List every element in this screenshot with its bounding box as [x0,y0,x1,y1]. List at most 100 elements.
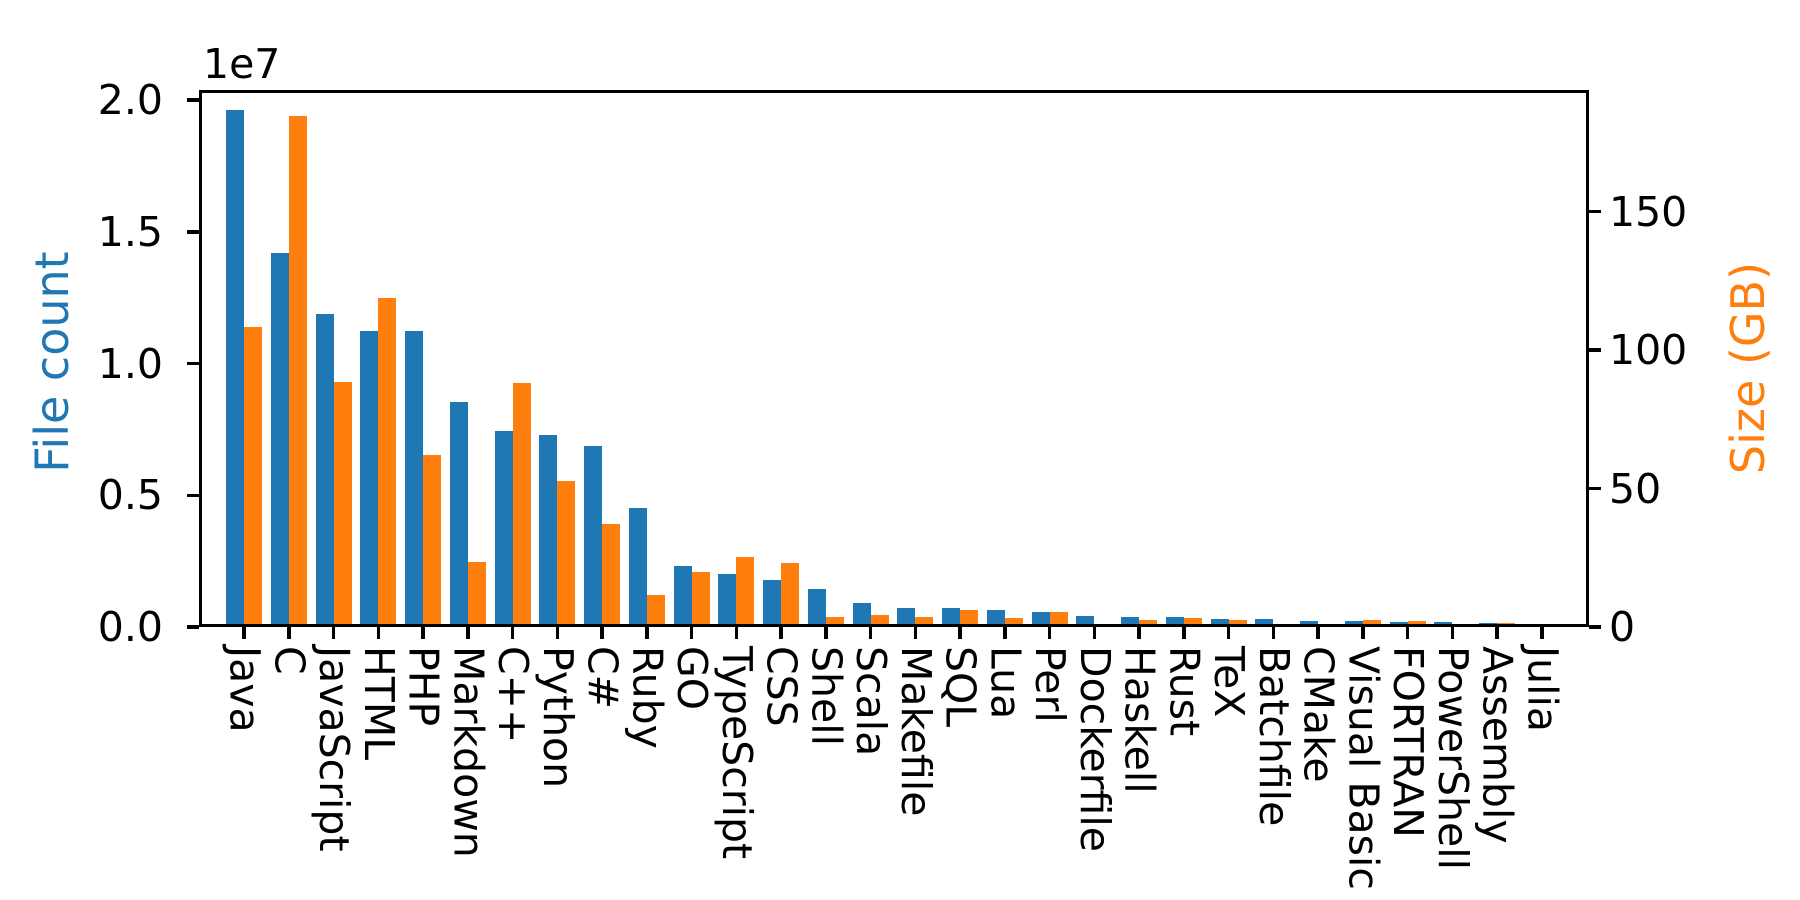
bar-size-gb-perl [1049,612,1068,627]
x-tickmark-html [376,627,380,639]
xtick-label-sql: SQL [936,646,985,728]
bar-file-count-scala [852,603,871,627]
bar-file-count-java [226,110,244,627]
bar-size-gb-visual-basic [1362,620,1381,627]
bar-size-gb-php [423,455,441,627]
bar-size-gb-go [691,572,710,627]
x-tickmark-typescript [734,627,738,639]
ytick-left-label-0: 0.0 [97,603,163,651]
x-tickmark-makefile [913,627,917,639]
xtick-label-tex: TeX [1205,646,1253,718]
ytick-left-mark-0 [187,625,199,629]
ytick-left-label-3: 1.5 [97,207,163,256]
x-tickmark-perl [1047,627,1052,639]
bar-file-count-go [673,565,692,627]
x-tickmark-c [600,627,604,639]
bar-size-gb-css [781,562,799,627]
ytick-right-mark-3 [1589,209,1601,214]
x-tickmark-batchfile [1271,627,1275,639]
ytick-right-label-0: 0 [1609,603,1636,651]
bar-size-gb-makefile [915,617,934,627]
bar-file-count-javascript [315,313,334,627]
bar-file-count-lua [986,610,1005,627]
x-tickmark-go [689,627,694,639]
bar-size-gb-typescript [736,557,755,627]
ytick-left-mark-1 [187,493,199,497]
bar-file-count-haskell [1121,616,1139,627]
bar-size-gb-python [557,481,576,627]
bar-file-count-batchfile [1255,619,1274,627]
bar-size-gb-javascript [333,382,352,627]
xtick-label-julia: Julia [1518,646,1567,732]
bar-file-count-c [270,252,289,627]
x-tickmark-markdown [466,627,470,639]
ytick-left-mark-3 [187,230,199,234]
x-tickmark-julia [1540,627,1544,639]
bar-size-gb-fortran [1407,621,1426,627]
bar-file-count-html [360,330,379,627]
xtick-label-lua: Lua [981,646,1030,720]
bar-size-gb-c [288,116,307,627]
xtick-label-c: C [265,646,314,675]
bar-size-gb-html [378,298,397,627]
xtick-label-assembly: Assembly [1473,646,1522,844]
bar-size-gb-java [244,327,262,627]
xtick-label-go: GO [668,646,716,711]
ytick-left-label-2: 1.0 [97,339,163,388]
x-tickmark-python [555,627,559,639]
xtick-label-c: C++ [489,646,537,744]
bar-size-gb-tex [1228,619,1247,627]
x-tickmark-visual-basic [1361,627,1365,639]
xtick-label-php: PHP [399,646,448,727]
ytick-right-mark-1 [1589,486,1601,491]
x-tickmark-powershell [1450,627,1454,639]
x-tickmark-rust [1182,627,1186,639]
bar-file-count-c [494,431,513,627]
x-tickmark-lua [1003,627,1007,639]
x-tickmark-haskell [1137,627,1141,639]
x-tickmark-sql [958,627,962,639]
ytick-left-mark-2 [187,361,199,366]
xtick-label-java: Java [220,646,269,733]
ytick-right-mark-2 [1589,348,1601,352]
ytick-left-label-1: 0.5 [97,471,163,520]
bar-file-count-c [584,446,602,627]
xtick-label-python: Python [533,646,582,789]
xtick-label-javascript: JavaScript [310,646,358,852]
bar-file-count-rust [1165,617,1184,627]
xtick-label-batchfile: Batchfile [1249,646,1298,827]
bar-file-count-python [539,435,558,627]
xtick-label-typescript: TypeScript [712,646,761,860]
bar-file-count-typescript [718,574,737,627]
xtick-label-fortran: FORTRAN [1384,646,1432,838]
bar-size-gb-ruby [646,595,665,627]
xtick-label-shell: Shell [802,646,851,747]
x-tickmark-javascript [331,627,336,639]
bar-size-gb-markdown [467,561,486,627]
xtick-label-perl: Perl [1026,646,1074,723]
bar-size-gb-sql [960,609,978,627]
xtick-label-ruby: Ruby [623,646,672,749]
bar-file-count-makefile [897,607,916,627]
xtick-label-html: HTML [354,646,403,761]
x-tickmark-tex [1226,627,1231,639]
bar-size-gb-shell [825,617,844,627]
ytick-right-label-2: 100 [1609,326,1688,375]
axis-offset-text: 1e7 [203,40,281,88]
ytick-left-mark-4 [187,98,199,102]
bar-file-count-php [405,330,423,627]
bar-file-count-perl [1031,612,1050,627]
x-tickmark-fortran [1405,627,1410,639]
xtick-label-visual-basic: Visual Basic [1339,646,1388,890]
x-tickmark-scala [868,627,873,639]
bar-file-count-dockerfile [1076,615,1095,627]
xtick-label-markdown: Markdown [444,646,493,858]
bar-size-gb-c [602,523,620,627]
x-tickmark-shell [824,627,828,639]
xtick-label-scala: Scala [847,646,895,757]
bar-file-count-shell [807,588,826,627]
ytick-left-label-4: 2.0 [97,76,163,124]
